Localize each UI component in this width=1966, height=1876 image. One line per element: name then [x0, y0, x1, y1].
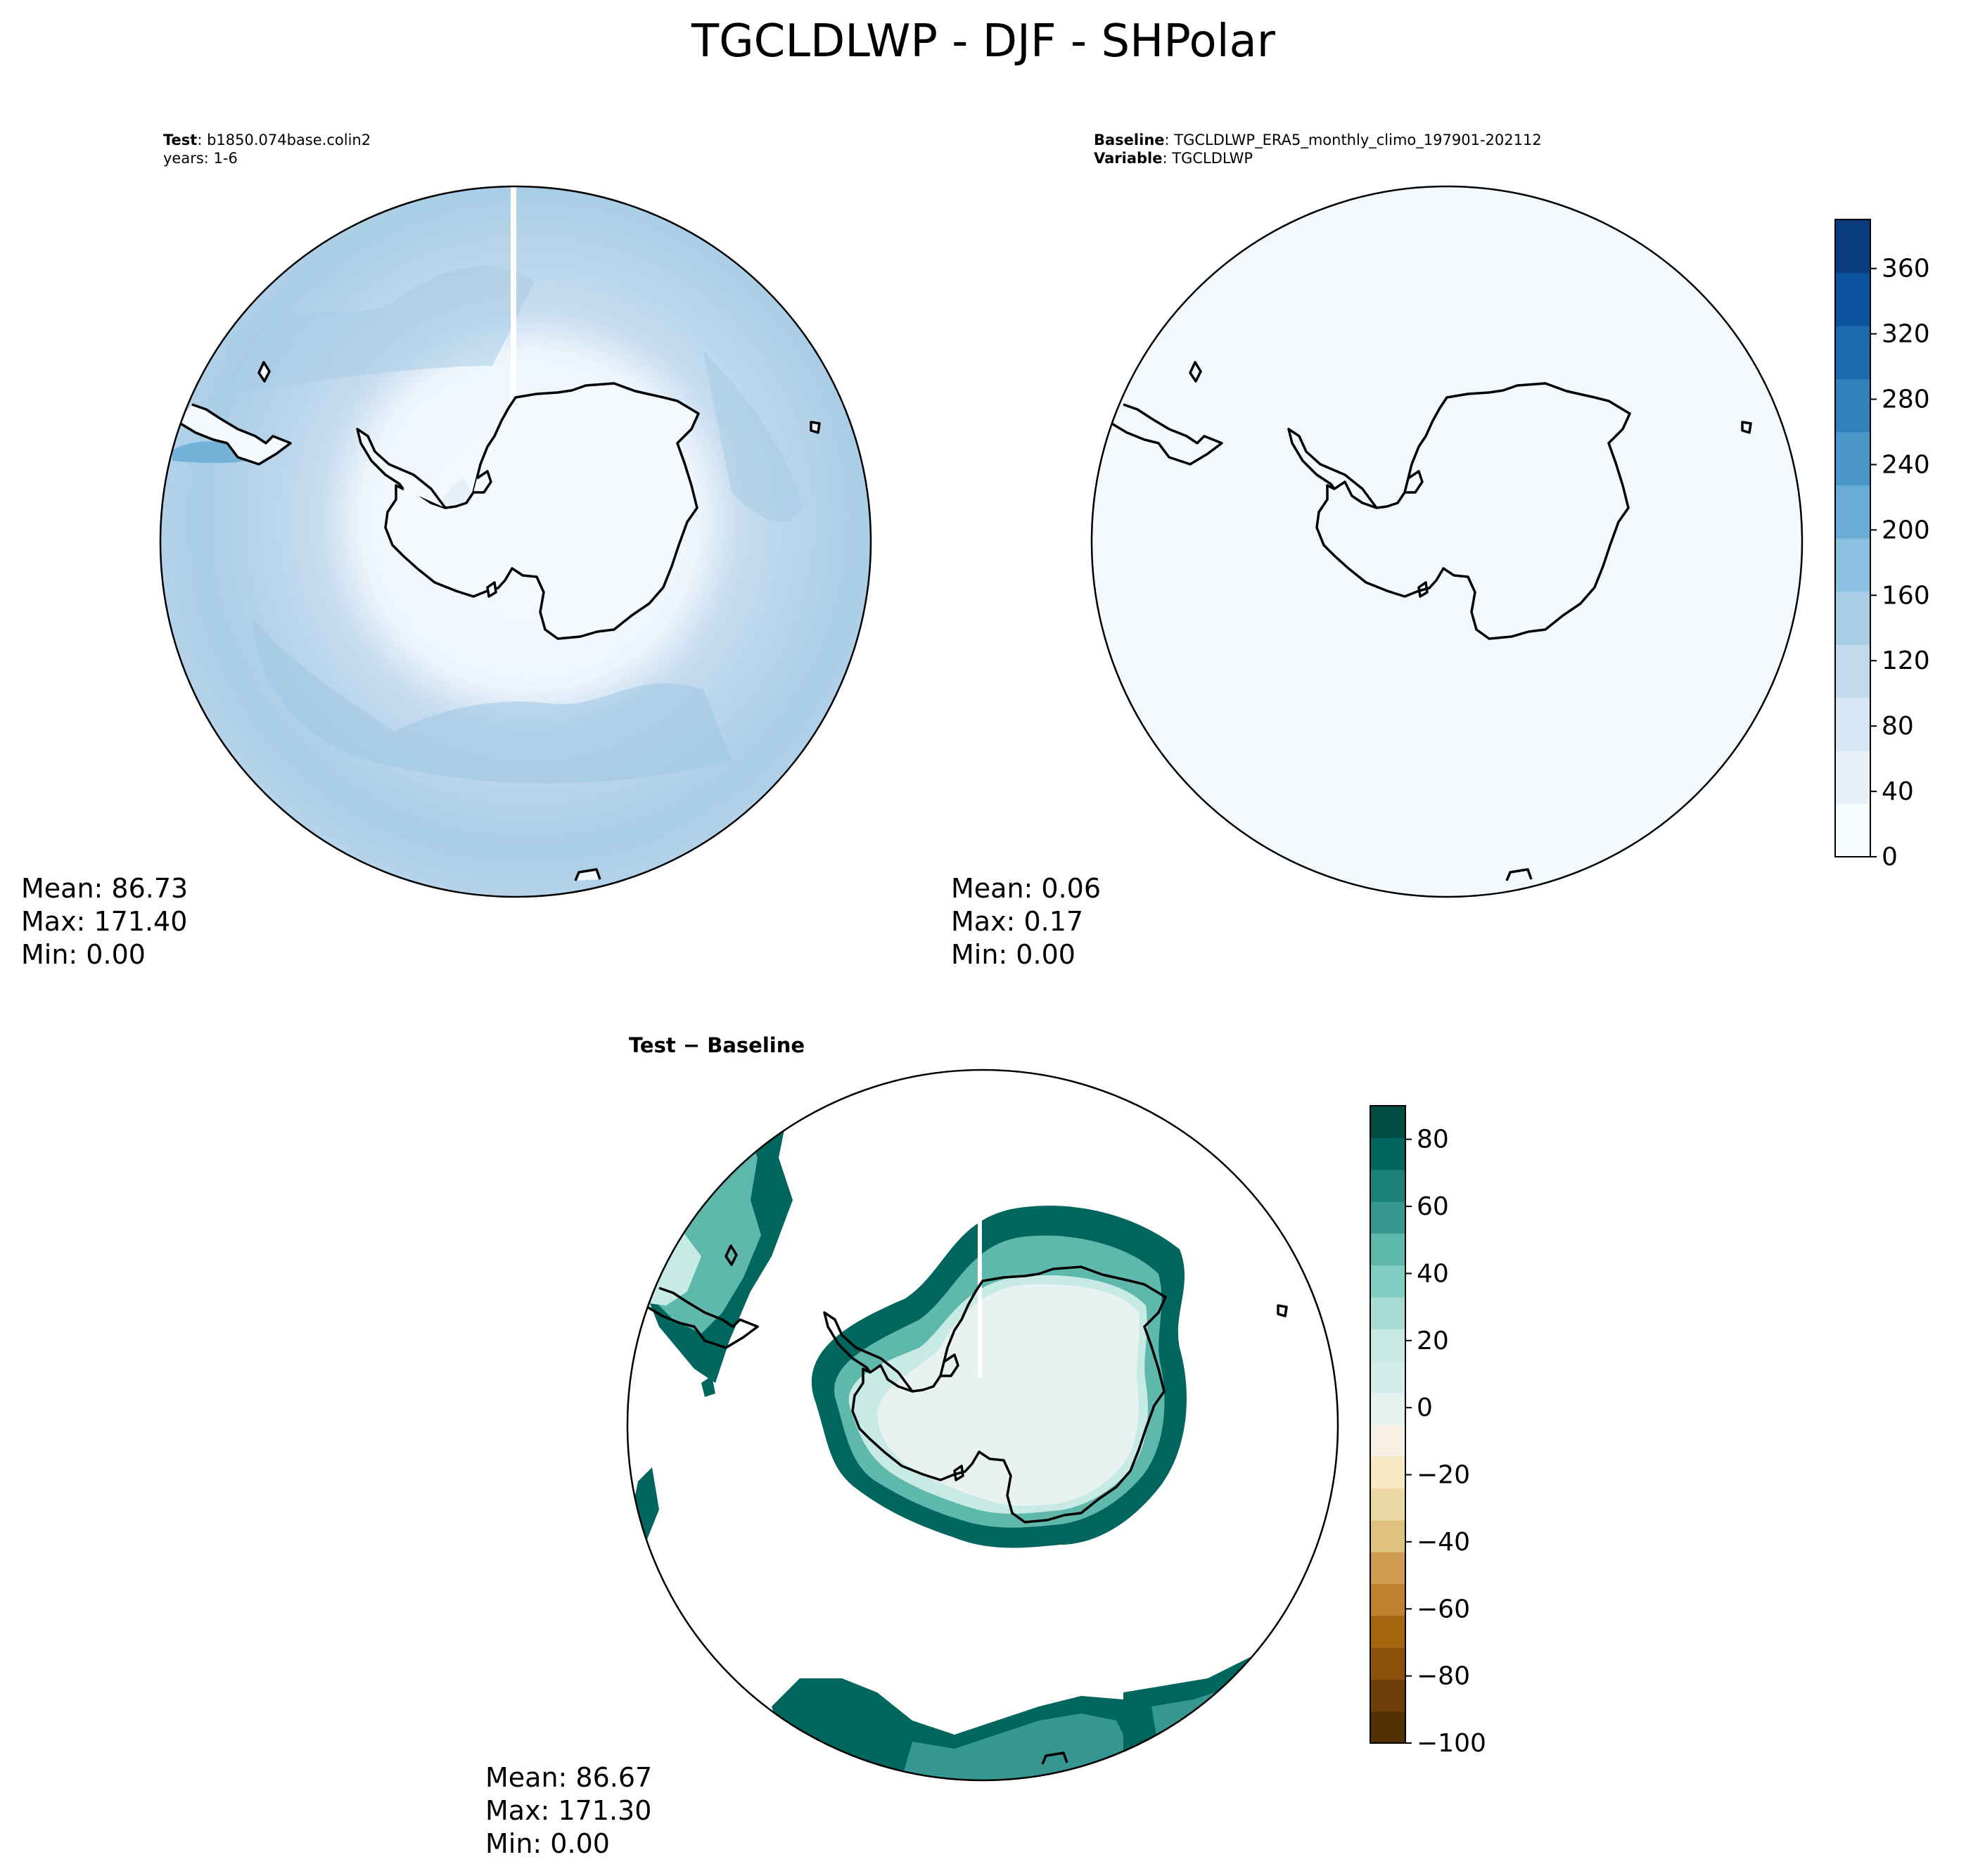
difference-colorbar-segment [1370, 1296, 1405, 1329]
difference-colorbar-tick-label: 40 [1417, 1259, 1449, 1288]
test-stat-mean: Mean: 86.73 [21, 873, 188, 904]
test-header-label: Test [163, 132, 197, 148]
difference-colorbar-frame [1370, 1105, 1406, 1744]
baseline-colorbar-segment [1835, 219, 1870, 274]
baseline-colorbar-tick-label: 240 [1882, 450, 1930, 479]
test-stat-max: Max: 171.40 [21, 906, 187, 937]
figure-title: TGCLDLWP - DJF - SHPolar [691, 15, 1276, 68]
baseline-colorbar-tick-label: 160 [1882, 581, 1930, 610]
baseline-colorbar-segment [1835, 432, 1870, 486]
difference-colorbar-tick-label: 60 [1417, 1192, 1449, 1221]
baseline-colorbar-tick-label: 360 [1882, 255, 1930, 283]
test-header-line-2: years: 1-6 [163, 150, 238, 167]
baseline-header-line-2: Variable: TGCLDLWP [1094, 150, 1253, 167]
baseline-colorbar-segment [1835, 485, 1870, 539]
test-field-band-2 [253, 619, 732, 784]
difference-colorbar-segment [1370, 1583, 1405, 1616]
difference-map-boundary [626, 1068, 1339, 1782]
difference-colorbar-segment [1370, 1424, 1405, 1457]
panel-baseline: Baseline: TGCLDLWP_ERA5_monthly_climo_19… [951, 132, 1930, 970]
difference-colorbar-segment [1370, 1201, 1405, 1234]
difference-colorbar-segment [1370, 1552, 1405, 1585]
baseline-colorbar-tick-label: 40 [1882, 777, 1914, 806]
difference-stat-mean: Mean: 86.67 [485, 1762, 652, 1793]
difference-colorbar-tick-label: 80 [1417, 1125, 1449, 1154]
test-field-missing-meridian [511, 186, 516, 482]
difference-colorbar-segment [1370, 1137, 1405, 1170]
baseline-variable-label: Variable [1094, 150, 1162, 167]
difference-header: Test − Baseline [629, 1033, 805, 1057]
difference-colorbar-segment [1370, 1519, 1405, 1552]
baseline-colorbar-frame [1834, 219, 1871, 857]
difference-colorbar-segment [1370, 1233, 1405, 1266]
baseline-stat-max: Max: 0.17 [951, 906, 1083, 937]
baseline-colorbar-segment [1835, 751, 1870, 805]
test-header-line-1: Test: b1850.074base.colin2 [163, 132, 371, 148]
difference-colorbar-tick-label: −80 [1417, 1662, 1470, 1691]
baseline-variable-value: : TGCLDLWP [1162, 150, 1253, 167]
test-header-value: : b1850.074base.colin2 [197, 132, 371, 148]
baseline-header-value: : TGCLDLWP_ERA5_monthly_climo_197901-202… [1165, 132, 1542, 149]
difference-colorbar-segment [1370, 1711, 1405, 1744]
difference-colorbar-segment [1370, 1615, 1405, 1648]
baseline-field [1092, 186, 1802, 897]
difference-colorbar-segment [1370, 1169, 1405, 1202]
test-field-band-3 [703, 352, 802, 522]
difference-colorbar: −100 −80 −60 −40 −20 0 20 40 60 80 [1370, 1105, 1486, 1758]
difference-stat-min: Min: 0.00 [485, 1828, 610, 1859]
difference-field-missing-meridian [978, 1215, 982, 1377]
test-map-boundary [159, 185, 872, 898]
difference-colorbar-tick-label: −60 [1417, 1595, 1470, 1623]
baseline-header-label: Baseline [1094, 132, 1165, 148]
difference-colorbar-segment [1370, 1488, 1405, 1521]
baseline-colorbar-segment [1835, 378, 1870, 433]
difference-colorbar-tick-label: −100 [1417, 1729, 1486, 1758]
difference-colorbar-tick-label: −40 [1417, 1528, 1470, 1557]
baseline-colorbar: 0 40 80 120 160 200 240 280 320 360 [1834, 219, 1930, 872]
baseline-stat-min: Min: 0.00 [951, 939, 1075, 970]
baseline-colorbar-segment [1835, 272, 1870, 326]
baseline-colorbar-tick-label: 320 [1882, 320, 1930, 349]
baseline-colorbar-tick-label: 0 [1882, 843, 1898, 872]
test-field [160, 186, 871, 897]
difference-colorbar-segment [1370, 1329, 1405, 1361]
baseline-colorbar-segment [1835, 644, 1870, 698]
difference-colorbar-segment [1370, 1360, 1405, 1393]
difference-colorbar-segment [1370, 1392, 1405, 1425]
baseline-field-fill [1092, 186, 1802, 897]
panel-difference: Test − Baseline Mean: 86.67 Max: 171.30 … [485, 1033, 1486, 1859]
baseline-colorbar-segment [1835, 803, 1870, 857]
test-field-band-1 [225, 266, 535, 394]
baseline-colorbar-tick-label: 120 [1882, 646, 1930, 675]
baseline-map-boundary [1090, 185, 1804, 898]
baseline-header-line-1: Baseline: TGCLDLWP_ERA5_monthly_climo_19… [1094, 132, 1542, 149]
baseline-colorbar-segment [1835, 591, 1870, 645]
difference-colorbar-segment [1370, 1679, 1405, 1712]
panel-test: Test: b1850.074base.colin2 years: 1-6 Me… [21, 132, 872, 970]
difference-colorbar-tick-label: 20 [1417, 1327, 1449, 1355]
difference-colorbar-tick-label: −20 [1417, 1461, 1470, 1490]
difference-colorbar-tick-label: 0 [1417, 1393, 1433, 1422]
baseline-colorbar-segment [1835, 538, 1870, 592]
difference-field [627, 1070, 1338, 1780]
baseline-colorbar-tick-label: 200 [1882, 516, 1930, 544]
difference-stat-max: Max: 171.30 [485, 1795, 651, 1826]
baseline-colorbar-tick-label: 280 [1882, 385, 1930, 414]
baseline-colorbar-segment [1835, 697, 1870, 751]
difference-colorbar-segment [1370, 1456, 1405, 1489]
difference-colorbar-segment [1370, 1647, 1405, 1680]
difference-colorbar-segment [1370, 1106, 1405, 1138]
test-stat-min: Min: 0.00 [21, 939, 146, 970]
baseline-colorbar-tick-label: 80 [1882, 712, 1914, 741]
baseline-stat-mean: Mean: 0.06 [951, 873, 1101, 904]
baseline-colorbar-segment [1835, 326, 1870, 380]
difference-colorbar-segment [1370, 1265, 1405, 1298]
